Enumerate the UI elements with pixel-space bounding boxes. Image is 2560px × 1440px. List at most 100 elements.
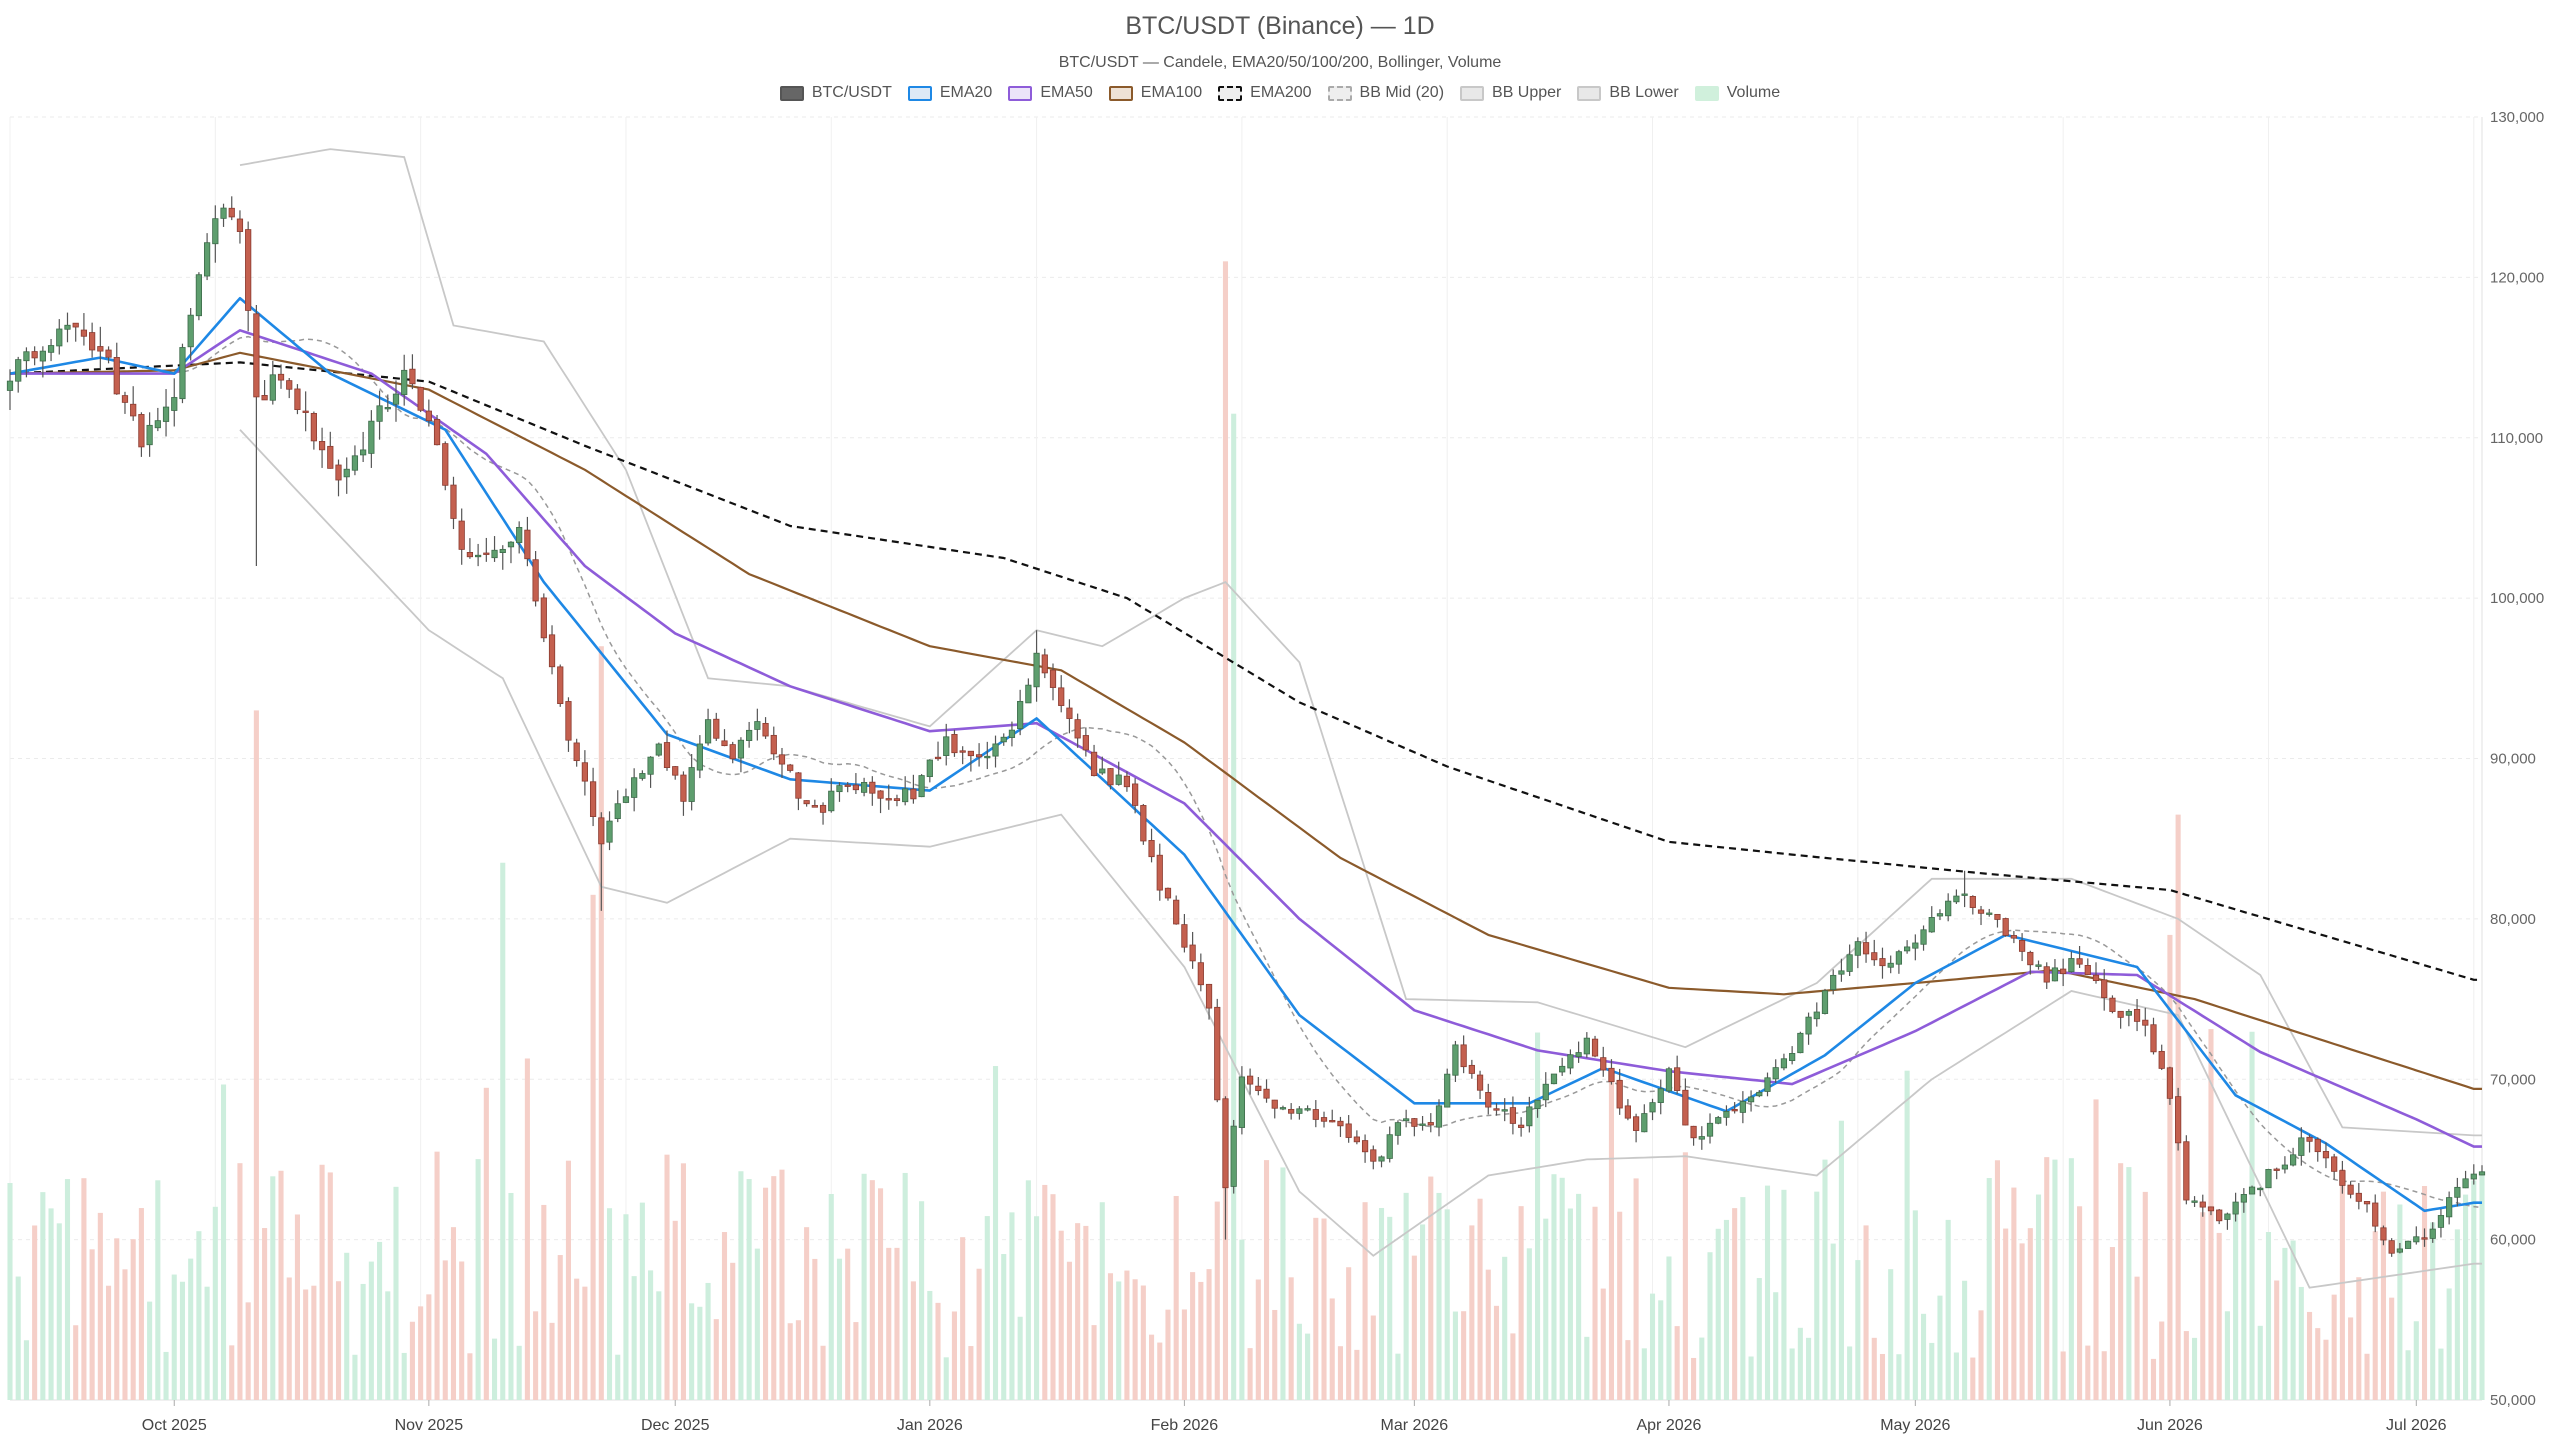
candle [277,364,285,389]
candle [1370,1145,1377,1170]
candle [1961,870,1968,908]
candle [1509,1096,1517,1135]
candle-down [2380,1227,2387,1241]
candle [926,759,933,783]
candle [1764,1072,1771,1097]
candle-down [72,322,79,328]
candle-down [819,804,827,813]
candle-up [64,324,71,330]
candle [2068,951,2075,973]
candle-down [31,351,38,359]
candle [138,412,145,457]
candle [803,800,810,807]
volume-bar [459,1261,465,1400]
candle-up [2265,1168,2272,1189]
candle-down [803,800,810,805]
candle [713,712,720,741]
candle [2240,1188,2247,1213]
volume-bar [2323,1339,2329,1400]
candle [1550,1073,1558,1085]
x-tick-label: Dec 2025 [641,1417,710,1434]
legend-item-volume[interactable]: Volume [1694,84,1780,102]
legend-item-bb-upper[interactable]: BB Upper [1460,84,1561,102]
x-tick-label: Mar 2026 [1381,1417,1449,1434]
candle-up [1854,941,1861,956]
candle-up [1238,1076,1246,1128]
legend-label: EMA100 [1140,84,1203,101]
volume-bar [434,1151,440,1400]
candle-down [951,734,958,754]
volume-bar [2413,1321,2419,1400]
volume-bar [2118,1163,2124,1400]
legend-item-bb-mid[interactable]: BB Mid (20) [1327,84,1444,102]
candle [1320,1111,1328,1128]
volume-bar [1493,1305,1500,1400]
candle-up [2289,1154,2297,1166]
candle-down [2166,1067,2174,1099]
candle [737,737,745,773]
candle-up [902,788,909,803]
candle-down [1263,1088,1270,1099]
candle-up [992,743,999,757]
volume-bar [1510,1333,1516,1400]
legend-item-ema20[interactable]: EMA20 [907,84,993,102]
candle-up [1559,1065,1566,1073]
volume-bar [1617,1211,1623,1400]
candle [1715,1115,1722,1125]
candle [1591,1035,1599,1058]
y-tick-label: 110,000 [2490,430,2543,447]
candle-down [2355,1192,2362,1202]
candle-down [1871,952,1878,961]
candle-down [105,349,112,358]
candle [450,476,457,530]
candle-down [1255,1085,1262,1092]
volume-bar [1970,1357,1976,1400]
candle-up [1386,1134,1393,1159]
grid [9,116,2483,1401]
legend-item-ema200[interactable]: EMA200 [1218,84,1312,102]
candle-up [1501,1109,1508,1112]
candle [2265,1168,2272,1189]
volume-bar [2339,1169,2345,1400]
candle-up [1665,1068,1673,1092]
candle-down [713,718,720,739]
candle [2388,1238,2395,1257]
candle [1427,1113,1434,1133]
legend-item-ema50[interactable]: EMA50 [1008,84,1093,102]
candle-up [1698,1136,1705,1140]
legend-item-bb-lower[interactable]: BB Lower [1577,84,1679,102]
candle-down [277,373,285,381]
bollinger-bands [165,148,2483,1289]
volume-bar [1272,1309,1278,1400]
candle [787,763,794,773]
volume-bar [1034,1216,1040,1400]
volume-bar [943,1357,949,1400]
candle-down [2150,1024,2157,1053]
candle [2380,1225,2387,1246]
candle-up [351,455,359,471]
volume-bar [1436,1192,1442,1400]
candle [1411,1118,1418,1137]
candle-up [2125,1011,2132,1016]
volume-bar [1879,1353,1886,1400]
volume-bar [1420,1224,1426,1400]
volume-bar [1797,1327,1803,1400]
candle [1813,1002,1820,1027]
volume-bar [623,1214,629,1400]
legend-label: EMA20 [939,84,993,101]
candle [663,730,671,771]
candle-up [384,406,391,410]
candle-down [1731,1109,1738,1112]
candle-up [1747,1096,1755,1103]
legend-item-ema100[interactable]: EMA100 [1108,84,1203,102]
volume-bar [598,646,604,1400]
candle [852,773,860,795]
legend-item-btcusdt[interactable]: BTC/USDT [779,84,892,102]
volume-bar [475,1159,481,1400]
candle [918,774,925,798]
volume-bar [237,1163,243,1400]
candle [1624,1099,1631,1121]
candle [1583,1032,1590,1058]
candle-down [1049,669,1057,688]
volume-bar [1502,1256,1508,1400]
